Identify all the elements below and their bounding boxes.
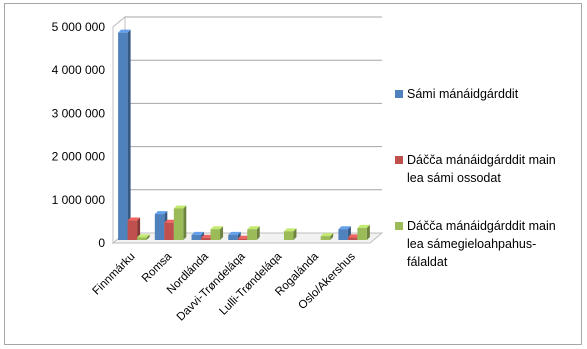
bar-side xyxy=(256,226,260,240)
legend: Sámi mánáidgárddit Dáčča mánáidgárddit m… xyxy=(395,0,580,349)
bar-front xyxy=(283,231,294,240)
chart-walls xyxy=(111,15,384,245)
gridlines xyxy=(112,16,382,244)
bar-top xyxy=(237,235,251,239)
legend-label-line: Dáčča mánáidgárddit main xyxy=(407,219,556,233)
bar xyxy=(210,226,224,240)
legend-label-line: fálaldat xyxy=(407,255,448,269)
bar-front xyxy=(320,236,331,240)
bar-front xyxy=(201,237,211,240)
bar-top xyxy=(228,231,241,235)
y-axis-tick-labels: 0 1 000 000 2 000 000 3 000 000 4 000 000 5 0… xyxy=(52,20,106,250)
bar xyxy=(247,226,260,240)
bar-side xyxy=(183,205,187,240)
bar-top xyxy=(127,217,141,221)
bar-top xyxy=(247,226,260,230)
legend-label-line: lea sámi ossodat xyxy=(407,171,501,185)
bar-side xyxy=(127,29,131,240)
gridline xyxy=(112,102,382,114)
bar xyxy=(357,224,370,240)
bar-top xyxy=(338,226,351,230)
bar-top xyxy=(283,228,297,232)
bar-top xyxy=(118,29,131,33)
bars xyxy=(118,29,370,240)
legend-label: Sámi mánáidgárddit xyxy=(407,85,575,103)
bar-front xyxy=(154,214,165,240)
legend-swatch xyxy=(395,156,403,164)
bar xyxy=(173,205,187,240)
bar-front xyxy=(164,222,174,240)
bar-side xyxy=(293,228,297,240)
legend-swatch xyxy=(395,222,403,230)
bar-side xyxy=(366,224,370,240)
bar-top xyxy=(191,231,205,235)
legend-swatch xyxy=(395,90,403,98)
bar-top xyxy=(173,205,187,209)
x-axis-tick-labels: Finnmárku RomsaNordlándaDavvi-TrøndeláqaL… xyxy=(91,250,358,323)
bar-top xyxy=(320,233,334,237)
y-tick-label: 0 xyxy=(98,236,105,250)
bar-front xyxy=(247,229,257,240)
bar-top xyxy=(164,219,177,223)
bar-side xyxy=(137,217,141,240)
y-tick-label: 1 000 000 xyxy=(52,193,106,207)
bar-side xyxy=(146,234,150,240)
bar-front xyxy=(118,32,128,240)
bar-front xyxy=(338,229,348,240)
bar-top xyxy=(201,234,214,238)
bar-top xyxy=(137,234,150,238)
y-tick-label: 4 000 000 xyxy=(52,63,106,77)
bar-top xyxy=(210,226,224,230)
legend-label: Dáčča mánáidgárddit main lea sámegieloah… xyxy=(407,217,575,271)
bar xyxy=(283,228,297,240)
bar-side xyxy=(330,233,334,240)
bar-front xyxy=(357,227,367,240)
legend-label: Dáčča mánáidgárddit main lea sámi ossoda… xyxy=(407,151,575,187)
gridline xyxy=(112,59,382,71)
bar xyxy=(137,234,150,240)
bar-top xyxy=(154,211,168,215)
x-tick-label: Romsa xyxy=(140,250,175,285)
bar-top xyxy=(357,224,370,228)
y-tick-label: 2 000 000 xyxy=(52,150,106,164)
gridline xyxy=(112,189,382,201)
bar-front xyxy=(228,234,238,240)
gridline xyxy=(112,146,382,157)
bar-side xyxy=(220,226,224,240)
x-tick-label: Davvi-Trøndeláqa xyxy=(175,250,248,323)
bar-front xyxy=(127,220,138,240)
bar-front xyxy=(237,238,248,240)
x-tick-label: Lulli-Trøndeláqa xyxy=(217,250,284,317)
legend-label-line: Sámi mánáidgárddit xyxy=(407,87,519,101)
y-tick-label: 3 000 000 xyxy=(52,106,106,120)
bar-front xyxy=(173,208,184,240)
legend-label-line: Dáčča mánáidgárddit main xyxy=(407,153,556,167)
bar-front xyxy=(191,234,202,240)
y-tick-label: 5 000 000 xyxy=(52,20,106,34)
bar xyxy=(118,29,131,240)
x-tick-label: Finnmárku xyxy=(91,251,138,298)
bar xyxy=(127,217,141,240)
bar-front xyxy=(210,229,221,240)
bar-top xyxy=(347,234,361,238)
bar-front xyxy=(137,237,147,240)
bar xyxy=(320,233,334,240)
bar-front xyxy=(347,237,358,240)
gridline xyxy=(112,16,382,28)
legend-label-line: lea sámegieloahpahus- xyxy=(407,237,537,251)
